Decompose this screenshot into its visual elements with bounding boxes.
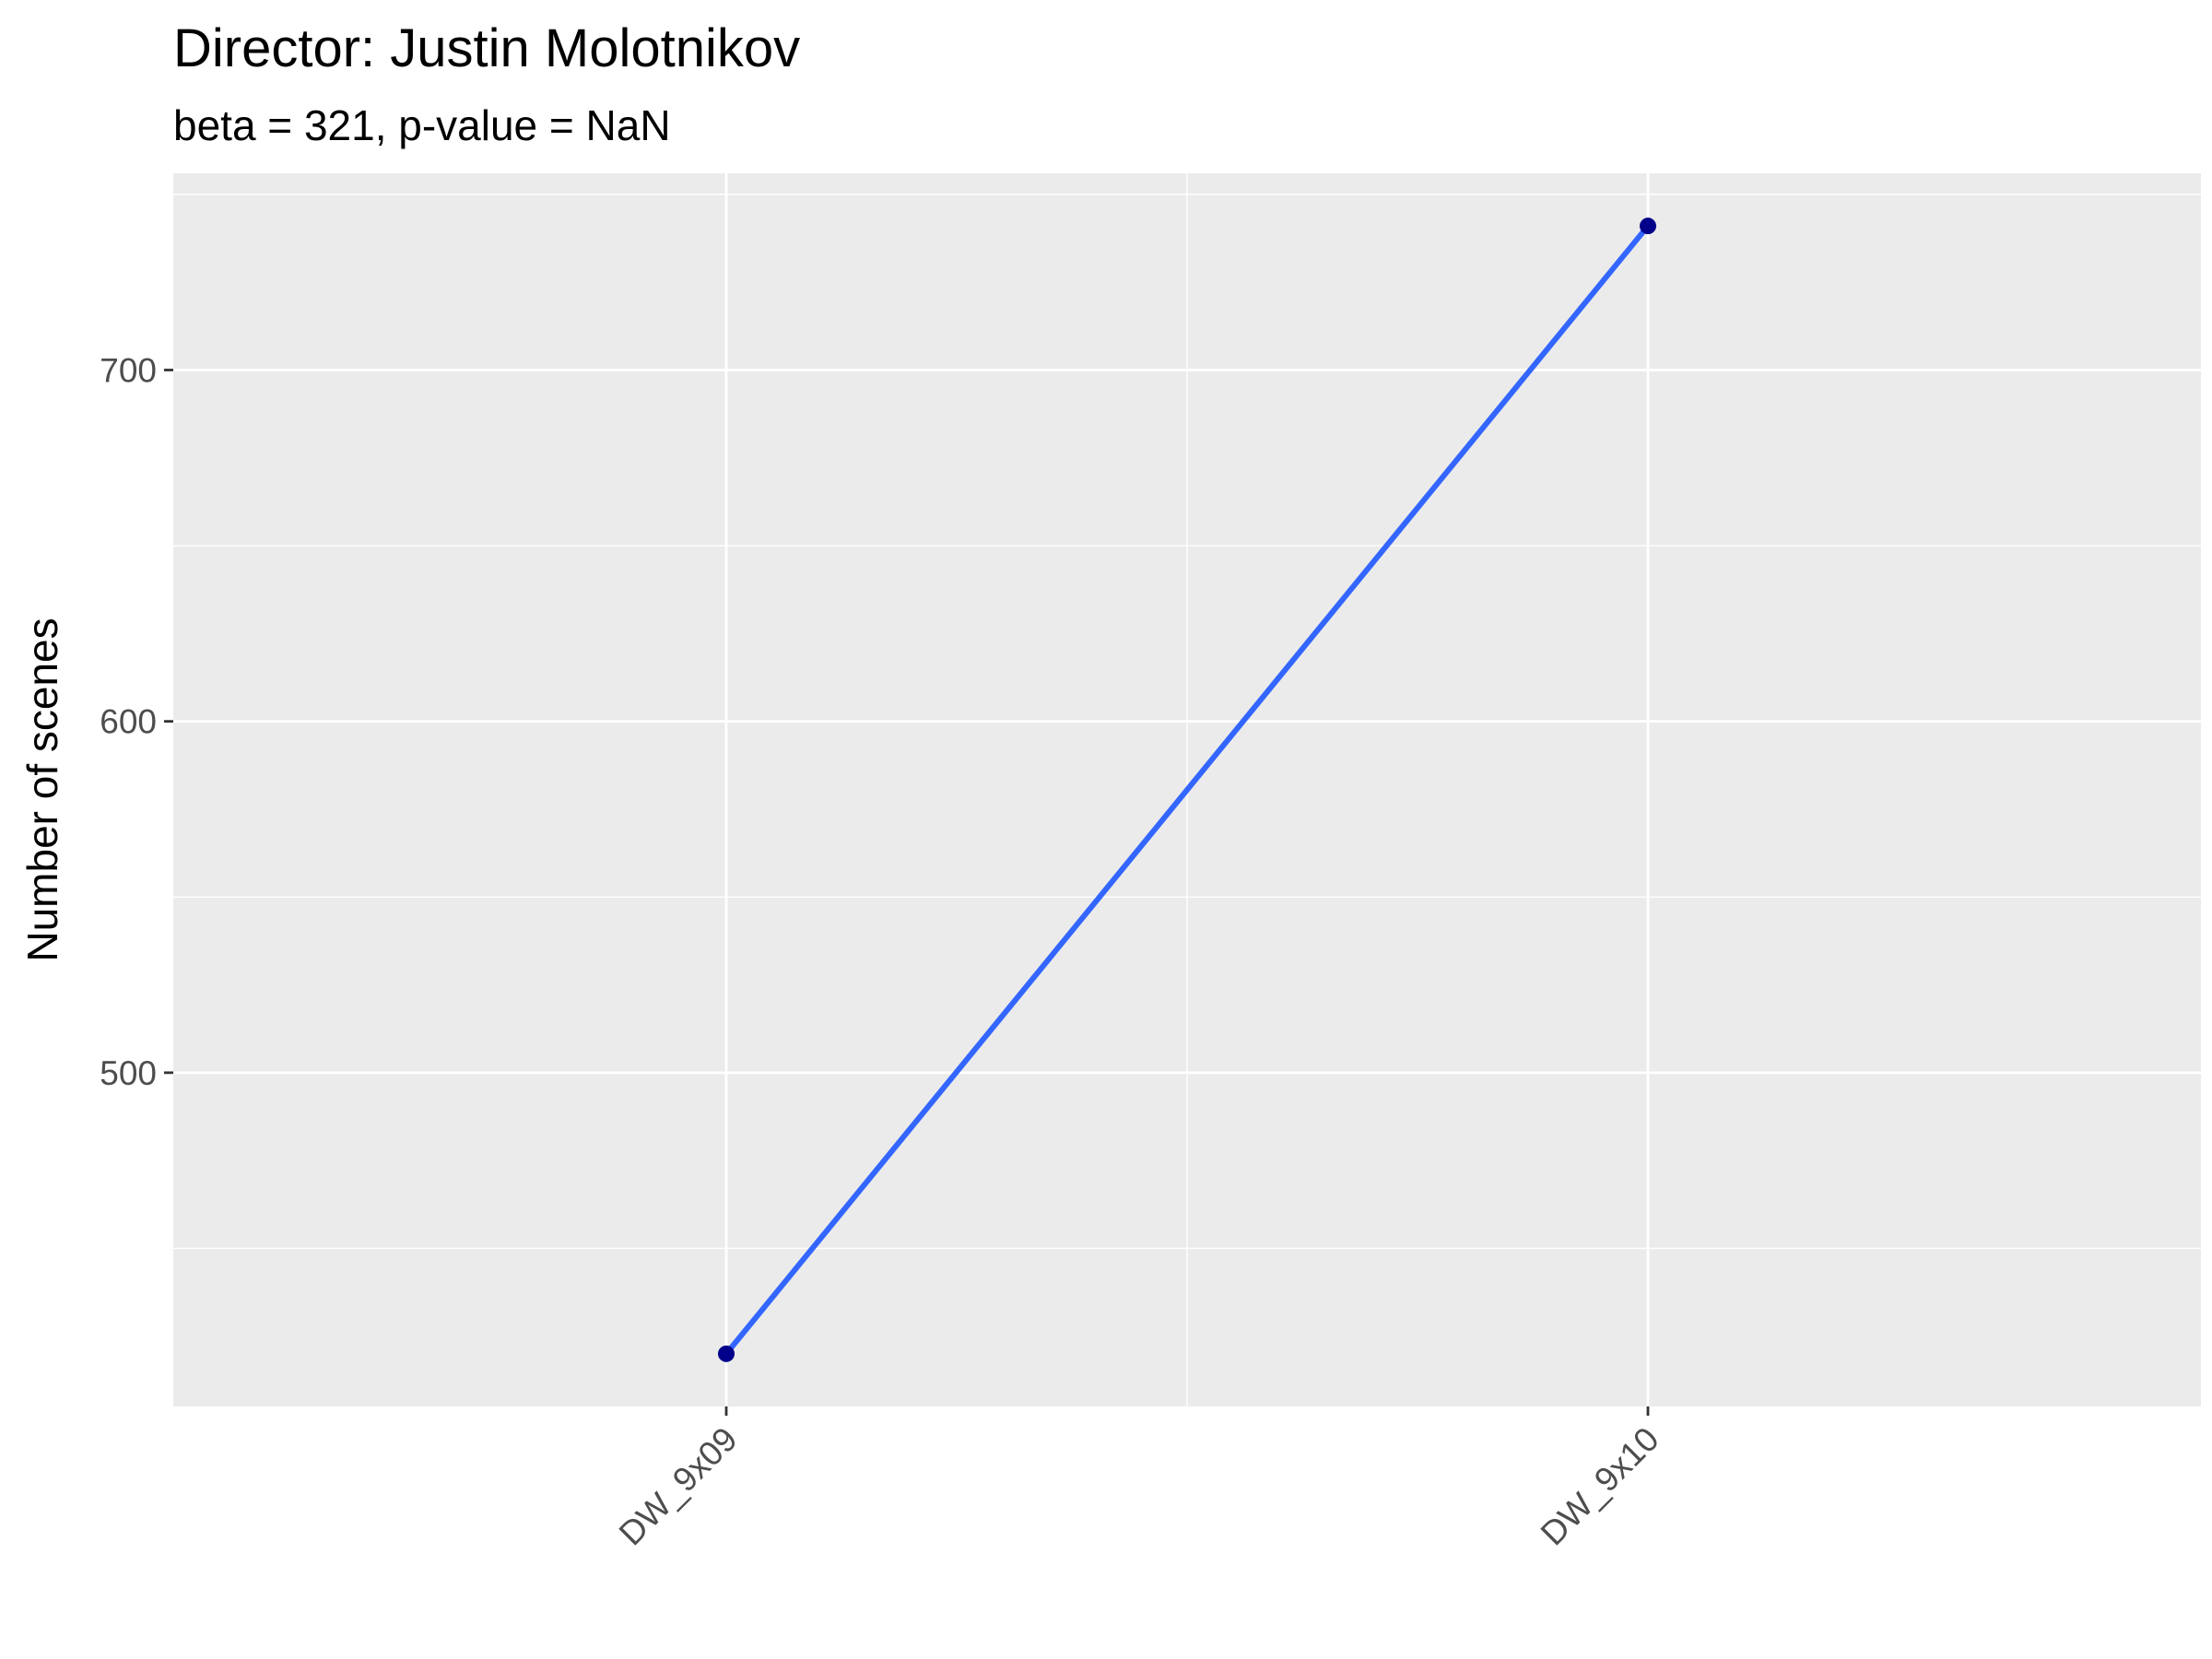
chart-title: Director: Justin Molotnikov	[173, 18, 800, 78]
grid-major	[173, 173, 2201, 1406]
data-point	[1640, 218, 1656, 235]
y-axis-label: Number of scenes	[18, 618, 66, 961]
series-layer	[724, 224, 1651, 1356]
y-tick-label: 700	[100, 351, 157, 389]
y-tick-label: 500	[100, 1054, 157, 1092]
data-point	[718, 1345, 735, 1362]
y-tick-label: 600	[100, 703, 157, 741]
series-line	[724, 224, 1651, 1356]
chart-subtitle: beta = 321, p-value = NaN	[173, 101, 671, 149]
x-tick-label: DW_9x10	[1534, 1420, 1666, 1553]
x-axis: DW_9x09 DW_9x10	[612, 1406, 1666, 1553]
points-layer	[718, 218, 1656, 1362]
grid-minor	[173, 173, 2201, 1406]
y-axis: 500 600 700	[100, 351, 173, 1092]
x-tick-label: DW_9x09	[612, 1420, 745, 1553]
